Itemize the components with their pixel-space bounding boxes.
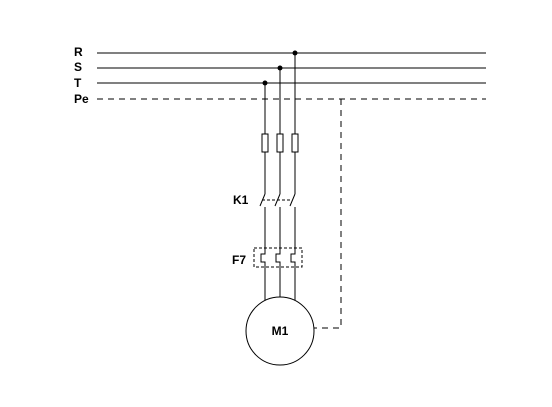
bus-label-s: S [74,60,82,74]
motor-label: M1 [272,324,289,338]
contactor-label: K1 [233,193,249,207]
thermal-element-3 [290,250,296,266]
thermal-element-1 [260,250,266,266]
thermal-element-2 [275,250,281,266]
fuse-2 [276,133,284,153]
overload-relay-label: F7 [232,253,246,267]
fuse-3 [291,133,299,153]
fuse-group [261,133,299,153]
overload-relay-housing [253,247,303,268]
bus-label-pe: Pe [74,92,89,106]
contactor-k1-symbol [259,193,296,207]
overload-relay-f7-symbol [253,247,303,268]
motor-m1-symbol [245,296,315,366]
fuse-1 [261,133,269,153]
bus-label-r: R [74,45,83,59]
bus-label-t: T [74,76,82,90]
pe-wire-to-motor [314,99,342,329]
contact-blade-3 [289,193,296,207]
